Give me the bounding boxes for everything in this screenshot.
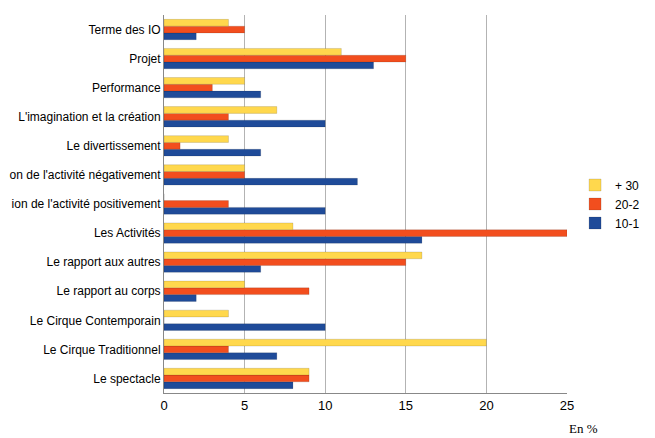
svg-text:25: 25	[560, 398, 574, 413]
svg-text:on de l'activité négativement: on de l'activité négativement	[10, 168, 162, 182]
svg-text:5: 5	[241, 398, 248, 413]
svg-text:10: 10	[318, 398, 332, 413]
svg-text:Terme des IO: Terme des IO	[89, 23, 161, 37]
svg-text:15: 15	[399, 398, 413, 413]
svg-text:Projet: Projet	[129, 52, 161, 66]
svg-text:Le rapport aux autres: Le rapport aux autres	[47, 255, 161, 269]
svg-text:Le spectacle: Le spectacle	[93, 372, 161, 386]
svg-text:0: 0	[160, 398, 167, 413]
svg-text:ion de l'activité positivement: ion de l'activité positivement	[12, 197, 162, 211]
svg-text:Le Cirque Contemporain: Le Cirque Contemporain	[30, 314, 161, 328]
svg-text:Les Activités: Les Activités	[94, 226, 161, 240]
svg-text:L'imagination et la création: L'imagination et la création	[18, 110, 160, 124]
svg-text:Performance: Performance	[92, 81, 161, 95]
svg-text:+ 30: + 30	[615, 179, 639, 193]
svg-text:20: 20	[479, 398, 493, 413]
svg-text:20-2: 20-2	[615, 198, 639, 212]
svg-text:Le divertissement: Le divertissement	[67, 139, 162, 153]
svg-text:En %: En %	[569, 421, 598, 436]
svg-text:10-1: 10-1	[615, 217, 639, 231]
svg-text:Le rapport au corps: Le rapport au corps	[57, 284, 161, 298]
svg-text:Le Cirque Traditionnel: Le Cirque Traditionnel	[43, 343, 160, 357]
